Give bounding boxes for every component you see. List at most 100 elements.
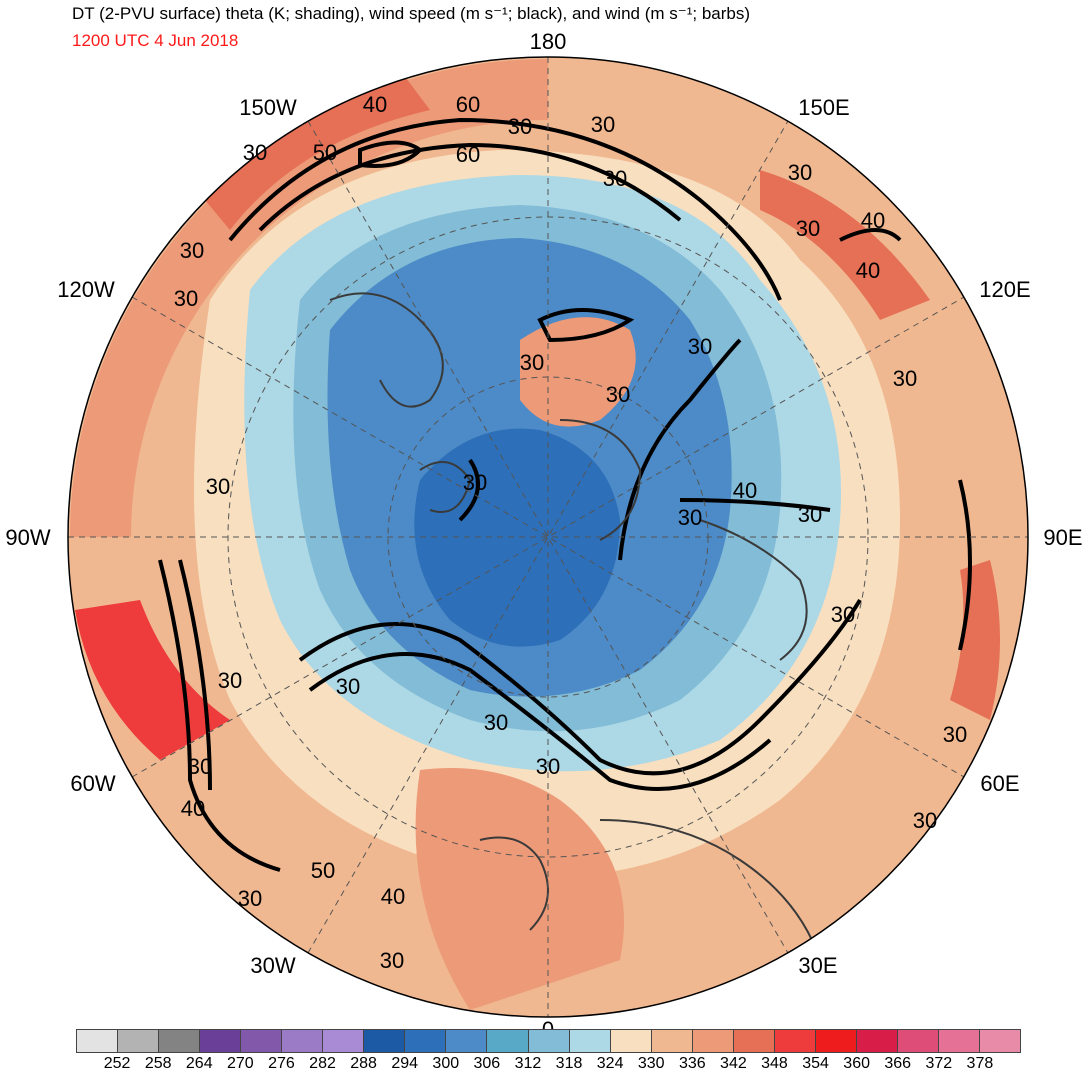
map-border (67, 56, 1029, 1018)
colorbar-tick-label: 294 (391, 1055, 419, 1072)
contour-value-label: 50 (311, 858, 335, 883)
lon-label-60e: 60E (980, 771, 1020, 796)
theta-shading-warm-intrusion (520, 317, 636, 427)
lon-label-150w: 150W (239, 95, 297, 120)
colorbar-swatch (774, 1030, 816, 1052)
colorbar-tick-label: 324 (596, 1055, 624, 1072)
chart-title: DT (2-PVU surface) theta (K; shading), w… (72, 4, 751, 23)
contour-value-label: 40 (363, 92, 387, 117)
colorbar-swatch (241, 1030, 283, 1052)
colorbar-tick-label: 366 (884, 1055, 912, 1072)
contour-value-label: 30 (218, 668, 242, 693)
theta-shading-warm-europe (415, 768, 624, 1010)
lon-label-60w: 60W (70, 771, 116, 796)
colorbar-swatch (282, 1030, 324, 1052)
jet-contour-nw-loop (358, 140, 424, 168)
contour-value-label: 30 (484, 710, 508, 735)
colorbar-swatch (733, 1030, 775, 1052)
contour-value-label: 40 (861, 208, 885, 233)
colorbar-tick-label: 336 (678, 1055, 706, 1072)
colorbar-swatch (651, 1030, 693, 1052)
lon-label-30w: 30W (250, 953, 296, 978)
coastlines (329, 292, 821, 961)
colorbar-swatch (405, 1030, 447, 1052)
contour-value-label: 30 (798, 502, 822, 527)
theta-shading-coldest (414, 428, 620, 647)
colorbar-tick-label: 258 (144, 1055, 172, 1072)
graticule (68, 57, 1028, 1017)
colorbar-swatch (118, 1030, 160, 1052)
colorbar-swatch (856, 1030, 898, 1052)
lon-label-120e: 120E (979, 277, 1031, 302)
colorbar-tick-labels: 252 258 264 270 276 282 288 294 300 306 312 318 324 3… (76, 1055, 1021, 1075)
colorbar-tick-label: 270 (226, 1055, 254, 1072)
contour-value-label: 60 (456, 92, 480, 117)
contour-value-label: 60 (456, 142, 480, 167)
contour-value-label: 30 (206, 474, 230, 499)
contour-value-label: 30 (238, 886, 262, 911)
colorbar-swatch (323, 1030, 365, 1052)
contour-value-label: 30 (943, 722, 967, 747)
colorbar-swatch (364, 1030, 406, 1052)
lon-label-30e: 30E (798, 953, 838, 978)
colorbar-swatch (200, 1030, 242, 1052)
lon-label-180: 180 (529, 29, 567, 54)
theta-shading-hot-nw (180, 70, 430, 230)
jet-contour-east-a (618, 338, 742, 561)
contour-value-label: 30 (243, 140, 267, 165)
lon-label-120w: 120W (57, 277, 115, 302)
contour-value-label: 30 (336, 674, 360, 699)
contour-value-label: 30 (180, 238, 204, 263)
contour-value-label: 30 (188, 754, 212, 779)
colorbar-tick-label: 300 (432, 1055, 460, 1072)
contour-value-label: 40 (381, 884, 405, 909)
contour-value-label: 30 (606, 382, 630, 407)
colorbar-tick-label: 372 (925, 1055, 953, 1072)
colorbar-swatch (446, 1030, 488, 1052)
contour-value-label: 30 (603, 166, 627, 191)
colorbar-swatch (897, 1030, 939, 1052)
contour-value-label: 30 (913, 808, 937, 833)
colorbar-tick-label: 318 (555, 1055, 583, 1072)
colorbar-swatch (528, 1030, 570, 1052)
contour-value-label: 30 (520, 350, 544, 375)
contour-value-label: 30 (831, 602, 855, 627)
colorbar-tick-label: 348 (761, 1055, 788, 1072)
contour-value-label: 30 (591, 112, 615, 137)
colorbar-tick-label: 342 (720, 1055, 747, 1072)
contour-value-label: 30 (508, 114, 532, 139)
contour-value-label: 30 (893, 366, 917, 391)
jet-contour-south (298, 598, 862, 776)
colorbar-tick-label: 276 (268, 1055, 295, 1072)
colorbar-swatch (938, 1030, 981, 1052)
contour-value-label: 30 (678, 505, 702, 530)
lon-label-90w: 90W (5, 525, 51, 550)
contour-value-label: 40 (856, 258, 880, 283)
contour-value-label: 30 (463, 470, 487, 495)
jet-contour-south-inner (308, 652, 772, 791)
valid-time: 1200 UTC 4 Jun 2018 (72, 31, 239, 50)
theta-shading-hot-e (950, 560, 1000, 720)
contour-value-labels: 40 60 50 30 60 30 30 30 40 30 30 40 30 30 30 30 30 30 30 30… (174, 92, 967, 973)
jet-contour-west-inner (178, 559, 212, 791)
colorbar-swatch (487, 1030, 529, 1052)
contour-value-label: 40 (733, 478, 757, 503)
colorbar-tick-label: 360 (843, 1055, 870, 1072)
contour-value-label: 30 (536, 754, 560, 779)
jet-contour-east-b (679, 498, 831, 512)
jet-contour-ural-loop (537, 308, 635, 343)
colorbar (76, 1029, 1021, 1053)
colorbar-tick-label: 312 (514, 1055, 542, 1072)
jet-contour-west (158, 559, 281, 872)
contour-value-label: 30 (380, 948, 404, 973)
colorbar-swatch (77, 1030, 119, 1052)
contour-value-label: 30 (688, 334, 712, 359)
colorbar-tick-label: 306 (473, 1055, 501, 1072)
colorbar-tick-label: 378 (966, 1055, 994, 1072)
colorbar-swatch (692, 1030, 734, 1052)
contour-value-label: 40 (181, 796, 205, 821)
colorbar-swatch (159, 1030, 201, 1052)
jet-contour-north (228, 117, 782, 301)
colorbar-swatch (610, 1030, 652, 1052)
